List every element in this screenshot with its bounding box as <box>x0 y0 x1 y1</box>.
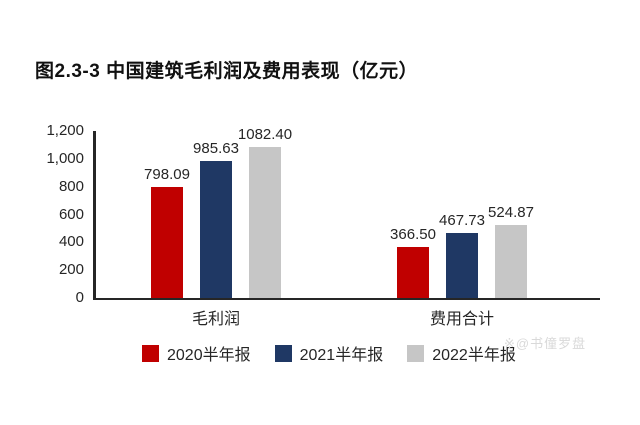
legend-label: 2022半年报 <box>432 347 516 364</box>
legend-item: 2021半年报 <box>274 341 384 365</box>
bar <box>495 224 527 298</box>
legend-swatch-icon <box>407 344 425 362</box>
category-label: 费用合计 <box>429 311 495 328</box>
y-axis-line <box>93 131 96 300</box>
bar <box>151 186 183 298</box>
bar-value-label: 1082.40 <box>237 126 293 144</box>
legend-item: 2020半年报 <box>142 341 251 365</box>
y-tick-label: 800 <box>58 177 84 195</box>
legend-label: 2020半年报 <box>167 347 251 364</box>
bar-value-label: 467.73 <box>439 211 485 229</box>
watermark-logo-icon: ※ <box>504 336 516 351</box>
bar <box>397 246 429 298</box>
y-tick-label: 0 <box>75 289 84 306</box>
y-tick-label: 400 <box>58 233 84 251</box>
legend-swatch-icon <box>142 344 159 362</box>
bar-value-label: 798.09 <box>144 165 190 183</box>
y-tick-label: 1,200 <box>46 122 84 139</box>
watermark: ※@书僮罗盘 <box>504 333 586 352</box>
y-tick-label: 200 <box>58 261 84 279</box>
bar-value-label: 524.87 <box>488 203 534 221</box>
bar-value-label: 985.63 <box>193 139 239 157</box>
y-tick-label: 600 <box>58 205 84 223</box>
bar <box>446 232 478 298</box>
legend-swatch-icon <box>274 344 292 362</box>
watermark-text: @书僮罗盘 <box>515 336 587 351</box>
legend-item: 2022半年报 <box>407 341 516 365</box>
bar-value-label: 366.50 <box>390 225 436 243</box>
bar <box>200 160 232 298</box>
category-label: 毛利润 <box>191 311 241 328</box>
legend: 2020半年报 2021半年报 2022半年报 <box>142 341 516 365</box>
bar <box>249 147 281 298</box>
x-axis-line <box>93 298 600 300</box>
legend-label: 2021半年报 <box>299 347 384 364</box>
y-tick-label: 1,000 <box>46 149 84 167</box>
chart-title: 图2.3-3 中国建筑毛利润及费用表现（亿元） <box>35 61 419 82</box>
